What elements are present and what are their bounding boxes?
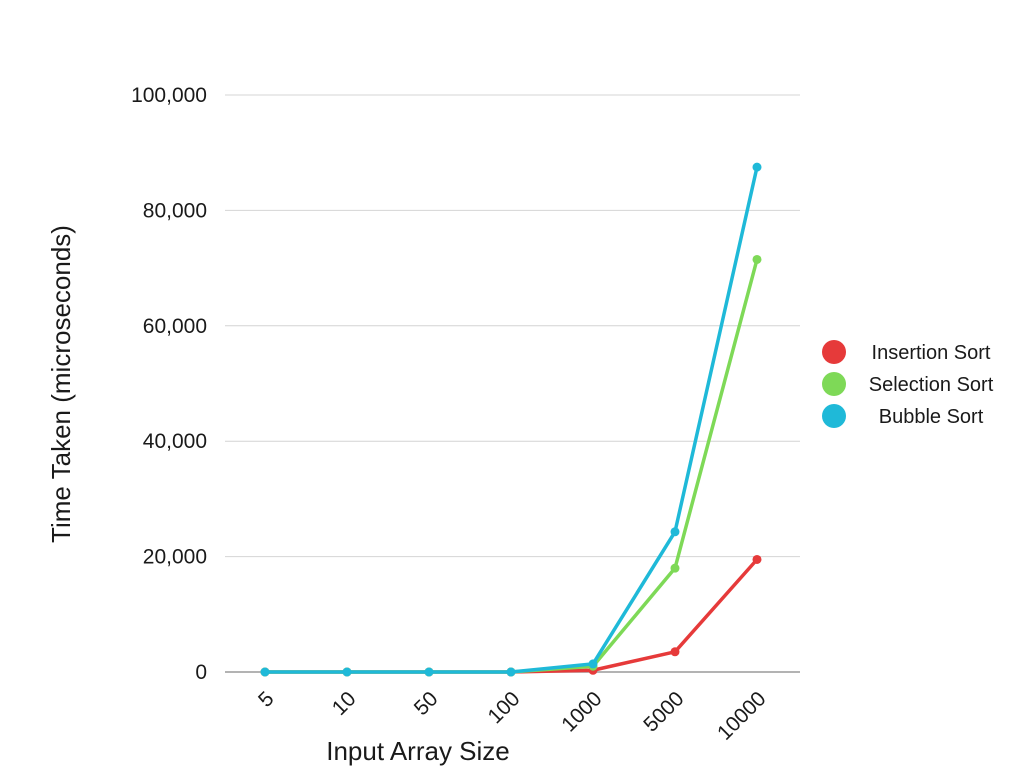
series-lines	[260, 162, 762, 677]
y-tick-label: 40,000	[143, 430, 207, 453]
data-point	[588, 659, 598, 669]
legend-item: Selection Sort	[822, 372, 994, 396]
legend-item: Insertion Sort	[822, 340, 991, 364]
legend-item: Bubble Sort	[822, 404, 984, 428]
y-axis-ticks: 0 20,000 40,000 60,000 80,000 100,000	[131, 84, 207, 684]
y-tick-label: 20,000	[143, 546, 207, 569]
legend-marker	[822, 372, 846, 396]
x-tick-label: 100	[483, 687, 524, 728]
y-tick-label: 100,000	[131, 84, 207, 107]
y-tick-label: 80,000	[143, 199, 207, 222]
legend-marker	[822, 404, 846, 428]
x-tick-label: 50	[410, 687, 443, 720]
legend-label: Insertion Sort	[872, 342, 991, 364]
series-group	[260, 162, 762, 677]
x-tick-label: 5000	[639, 687, 688, 736]
legend: Insertion Sort Selection Sort Bubble Sort	[822, 340, 994, 428]
data-point	[752, 254, 762, 264]
legend-label: Bubble Sort	[879, 406, 984, 428]
series-group	[260, 554, 762, 677]
gridlines	[225, 94, 800, 673]
series-line	[263, 257, 759, 674]
data-point	[670, 563, 680, 573]
y-tick-label: 60,000	[143, 315, 207, 338]
data-point	[342, 667, 352, 677]
legend-label: Selection Sort	[869, 374, 994, 396]
series-group	[260, 254, 762, 677]
x-axis-title: Input Array Size	[326, 736, 510, 766]
data-point	[424, 667, 434, 677]
x-tick-label: 1000	[557, 687, 606, 736]
x-tick-label: 5	[254, 687, 279, 712]
legend-marker	[822, 340, 846, 364]
x-tick-label: 10	[328, 687, 361, 720]
data-point	[670, 647, 680, 657]
y-axis-title: Time Taken (microseconds)	[46, 225, 76, 543]
series-line	[263, 165, 759, 674]
data-point	[260, 667, 270, 677]
series-line	[263, 557, 759, 674]
data-point	[752, 554, 762, 564]
data-point	[752, 162, 762, 172]
data-point	[670, 527, 680, 537]
x-tick-label: 10000	[713, 687, 771, 745]
data-point	[506, 667, 516, 677]
y-tick-label: 0	[195, 661, 207, 684]
